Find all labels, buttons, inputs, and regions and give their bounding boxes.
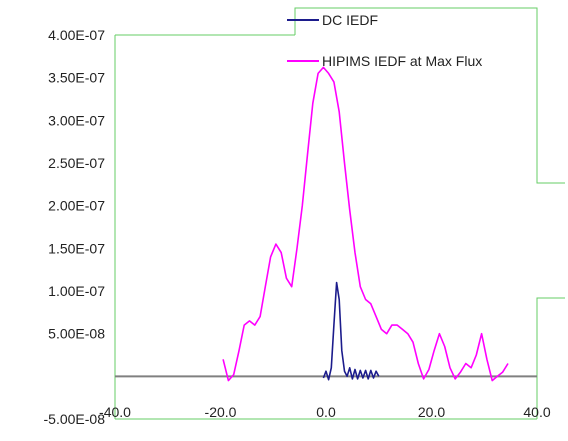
y-tick-label: 5.00E-08: [48, 326, 105, 342]
legend-label: DC IEDF: [322, 12, 378, 28]
y-tick-label: 2.00E-07: [48, 198, 105, 214]
legend-layer: DC IEDF HIPIMS IEDF at Max Flux: [287, 12, 482, 69]
y-tick-label: 4.00E-07: [48, 27, 105, 43]
frame-legend-box-edge: [294, 7, 565, 184]
y-tick-label: 3.50E-07: [48, 70, 105, 86]
legend-label: HIPIMS IEDF at Max Flux: [322, 53, 482, 69]
x-tick-label: 20.0: [418, 404, 445, 420]
frame-right-lower-edge: [536, 297, 565, 419]
x-tick-label: -20.0: [205, 404, 237, 420]
y-tick-label: 2.50E-07: [48, 155, 105, 171]
y-tick-label: 1.50E-07: [48, 240, 105, 256]
y-tick-label: 3.00E-07: [48, 112, 105, 128]
y-tick-label: 1.00E-07: [48, 283, 105, 299]
y-tick-label: -5.00E-08: [44, 411, 106, 427]
x-tick-label: 0.0: [316, 404, 336, 420]
frame-layer: [114, 7, 565, 420]
series-layer: [222, 66, 509, 382]
x-tick-label: 40.0: [523, 404, 550, 420]
series-line-dc-iedf: [322, 281, 380, 381]
x-tick-label: -40.0: [99, 404, 131, 420]
series-line-hipims-iedf-at-max-flux: [222, 66, 509, 382]
tick-label-layer: 4.00E-07 3.50E-07 3.00E-07 2.50E-07 2.00E-07…: [44, 27, 551, 427]
